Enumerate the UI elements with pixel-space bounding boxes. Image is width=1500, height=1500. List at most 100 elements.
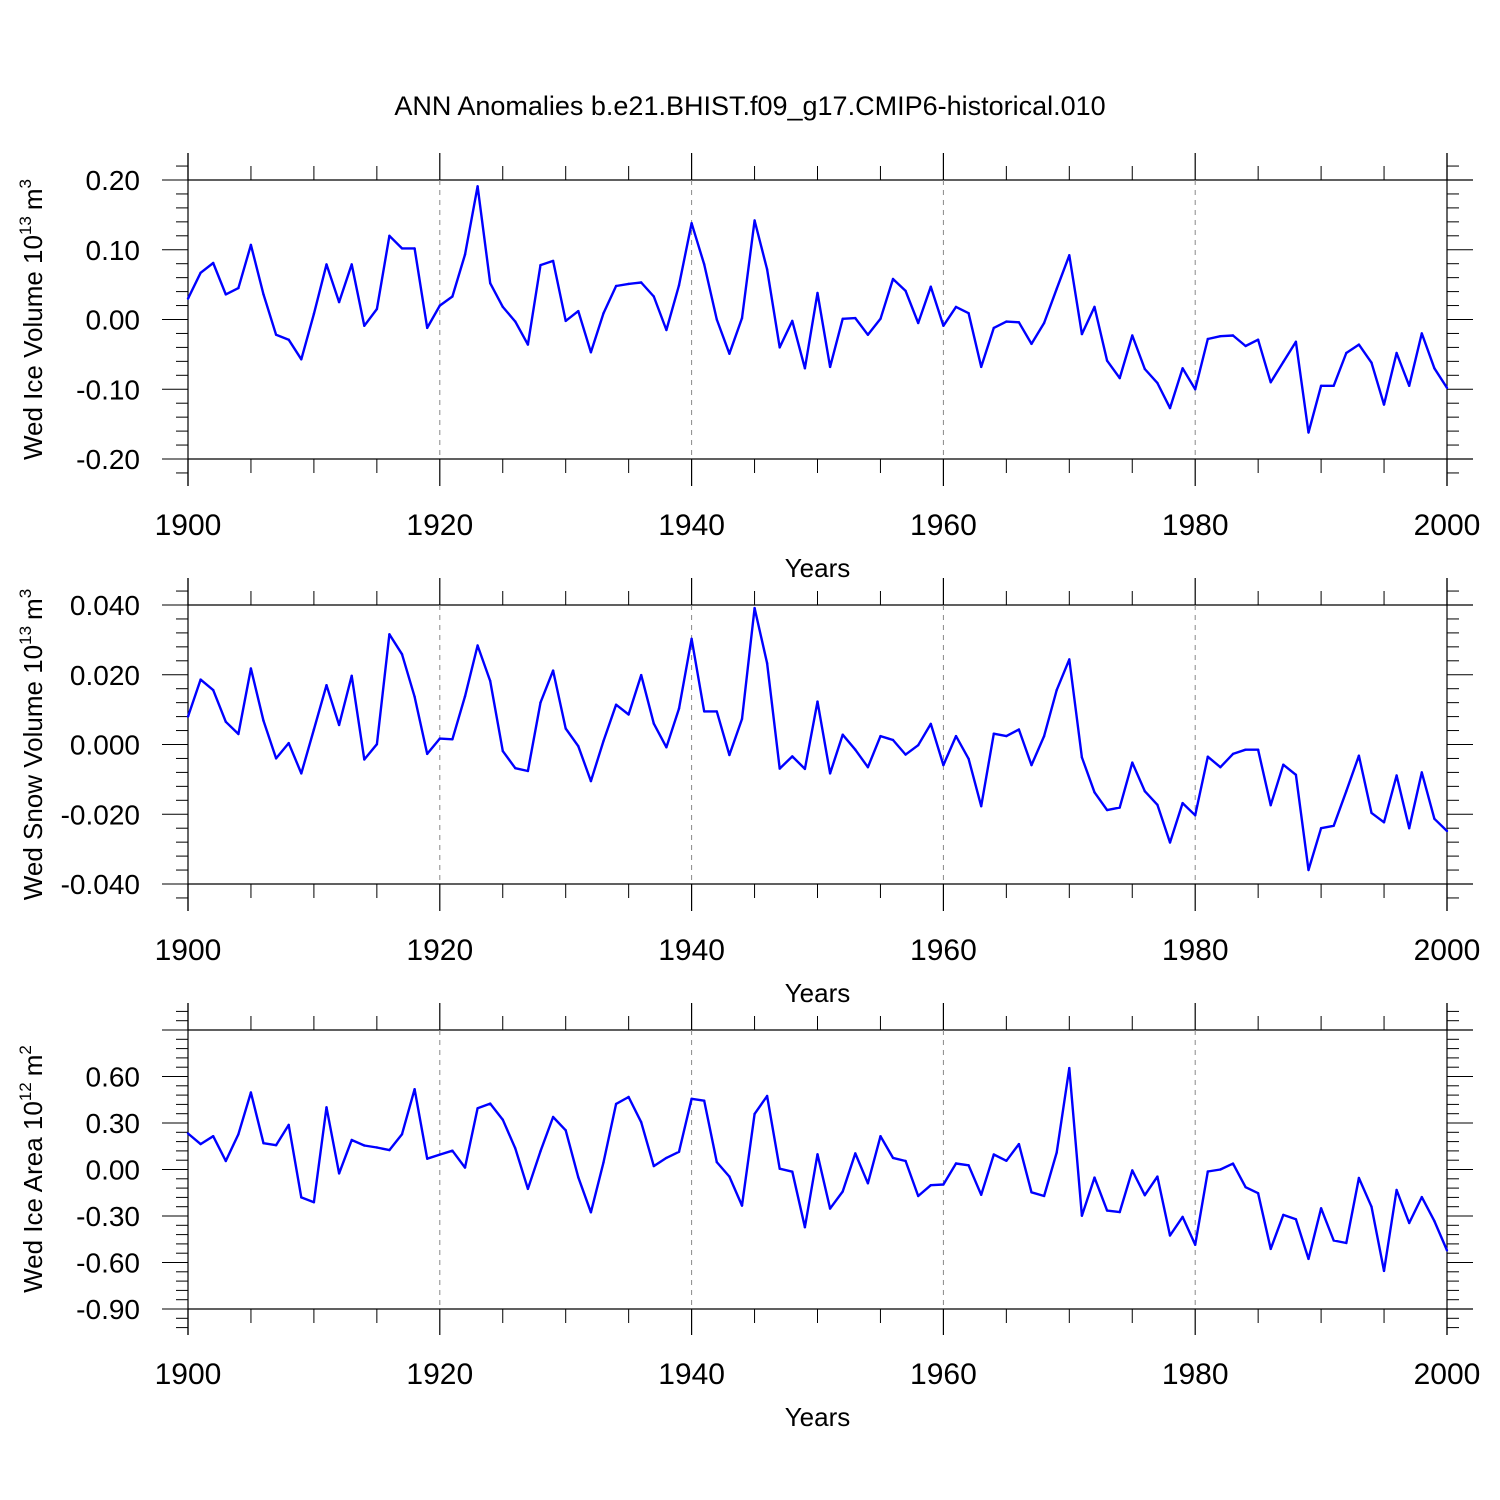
data-point	[1042, 734, 1046, 738]
data-point	[1319, 1207, 1323, 1210]
data-point	[300, 772, 303, 775]
data-point	[1131, 1169, 1134, 1172]
y-tick-label: -0.040	[61, 869, 140, 900]
data-point	[337, 300, 341, 304]
data-point	[287, 741, 290, 745]
data-point	[589, 351, 593, 354]
data-point	[1118, 1210, 1121, 1214]
data-point	[1445, 1249, 1449, 1252]
data-point	[1131, 761, 1134, 764]
data-point	[980, 365, 983, 369]
data-point	[375, 743, 379, 746]
data-point	[1118, 806, 1121, 809]
data-point	[1206, 1170, 1210, 1173]
data-point	[1382, 1269, 1386, 1273]
data-point	[677, 284, 681, 287]
x-tick-label: 1900	[155, 509, 222, 542]
y-tick-label: -0.20	[76, 444, 140, 475]
y-tick-label: 0.30	[86, 1108, 141, 1139]
data-point	[325, 263, 328, 266]
data-point	[287, 1123, 290, 1127]
data-point	[1420, 1195, 1424, 1199]
data-point	[1118, 376, 1121, 380]
data-point	[1042, 321, 1046, 325]
data-point	[426, 326, 429, 330]
data-point	[1143, 790, 1147, 793]
data-point	[828, 1207, 832, 1210]
data-point	[1105, 1209, 1109, 1212]
data-point	[1357, 343, 1361, 346]
data-point	[1244, 1186, 1247, 1189]
data-point	[1345, 351, 1348, 355]
data-point	[1319, 384, 1323, 387]
data-point	[1244, 344, 1247, 348]
data-point	[400, 653, 404, 656]
data-point	[841, 733, 844, 736]
data-point	[325, 1106, 328, 1109]
data-point	[1194, 388, 1197, 391]
data-point	[803, 767, 807, 771]
data-point	[967, 1164, 970, 1167]
data-point	[828, 772, 832, 775]
data-point	[627, 713, 630, 716]
data-point	[954, 1162, 958, 1165]
data-point	[1206, 337, 1210, 341]
data-point	[728, 352, 731, 355]
data-point	[526, 1187, 530, 1191]
data-point	[917, 744, 920, 747]
data-point	[740, 1204, 744, 1207]
y-tick-label: -0.90	[76, 1294, 140, 1325]
data-point	[904, 1159, 907, 1163]
data-point	[614, 703, 618, 706]
data-point	[249, 1091, 253, 1094]
y-tick-label: 0.60	[86, 1062, 141, 1093]
data-point	[451, 738, 454, 741]
data-point	[1382, 821, 1386, 824]
data-point	[778, 346, 781, 349]
data-point	[1382, 403, 1386, 406]
data-point	[1093, 791, 1096, 794]
data-point	[1307, 431, 1310, 434]
data-point	[891, 277, 895, 281]
data-point	[388, 1148, 391, 1152]
data-point	[1219, 1168, 1222, 1171]
data-point	[816, 291, 819, 295]
data-point	[1181, 1215, 1184, 1219]
data-point	[337, 723, 341, 727]
data-point	[816, 700, 819, 703]
data-point	[690, 1097, 693, 1101]
data-point	[602, 1161, 605, 1164]
data-point	[375, 307, 379, 311]
data-point	[400, 247, 404, 250]
data-point	[224, 1159, 227, 1163]
data-point	[1256, 1192, 1260, 1195]
data-point	[300, 358, 303, 361]
data-point	[1017, 321, 1021, 324]
data-point	[1030, 1191, 1033, 1194]
data-point	[690, 222, 693, 225]
x-tick-label: 1940	[658, 934, 725, 967]
data-point	[463, 695, 467, 698]
data-point	[1445, 386, 1449, 390]
data-point	[1068, 658, 1071, 661]
data-point	[677, 707, 681, 710]
data-point	[1345, 1241, 1348, 1245]
data-point	[980, 805, 983, 808]
data-point	[501, 749, 504, 753]
data-point	[1357, 754, 1361, 757]
data-point	[1030, 342, 1033, 346]
data-point	[677, 1150, 681, 1154]
data-point	[854, 748, 857, 751]
data-point	[1194, 1243, 1197, 1247]
data-point	[489, 282, 492, 285]
data-point	[765, 268, 769, 271]
data-point	[1181, 801, 1184, 805]
data-point	[199, 678, 202, 681]
data-point	[212, 261, 215, 265]
data-point	[879, 734, 882, 738]
data-point	[942, 763, 945, 767]
data-point	[274, 757, 278, 760]
data-point	[1093, 1176, 1096, 1179]
data-point	[426, 1157, 429, 1160]
